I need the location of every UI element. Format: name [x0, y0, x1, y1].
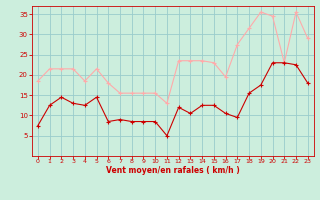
X-axis label: Vent moyen/en rafales ( km/h ): Vent moyen/en rafales ( km/h )	[106, 166, 240, 175]
